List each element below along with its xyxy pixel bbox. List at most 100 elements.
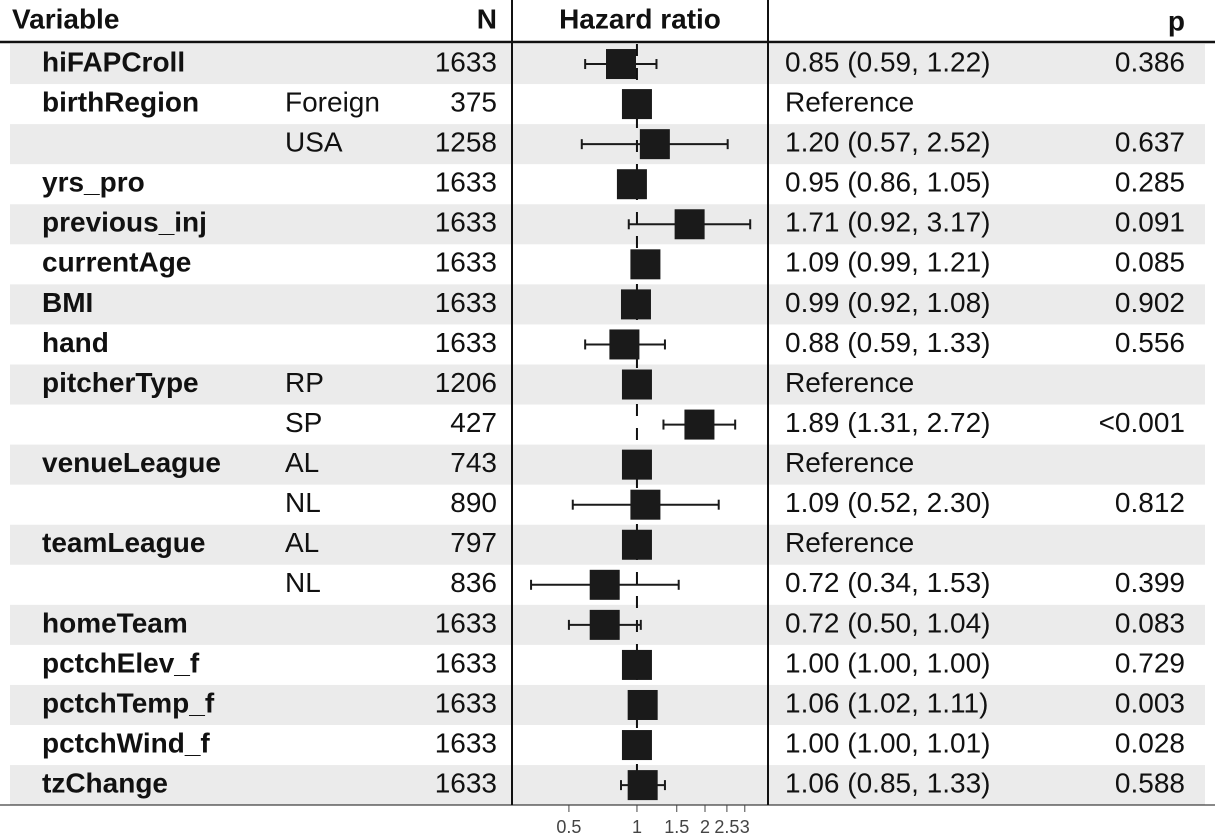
estimate: 1.06 (1.02, 1.11) (785, 687, 988, 718)
n: 1633 (435, 647, 497, 678)
level: NL (285, 487, 321, 518)
p-value: 0.556 (1115, 327, 1185, 358)
variable: hiFAPCroll (42, 46, 185, 77)
n: 890 (450, 487, 497, 518)
level: Foreign (285, 86, 380, 117)
row-band (10, 524, 1205, 565)
estimate-box (621, 369, 652, 400)
estimate: Reference (785, 447, 914, 478)
n: 1633 (435, 167, 497, 198)
variable: currentAge (42, 247, 191, 278)
x-tick-label: 1 (632, 817, 642, 837)
n: 1633 (435, 607, 497, 638)
n: 1633 (435, 727, 497, 758)
estimate-box (674, 209, 705, 240)
estimate: Reference (785, 527, 914, 558)
variable: hand (42, 327, 109, 358)
estimate-box (589, 609, 620, 640)
estimate: 1.00 (1.00, 1.00) (785, 647, 990, 678)
n: 427 (450, 407, 497, 438)
estimate: 1.06 (0.85, 1.33) (785, 768, 990, 799)
n: 797 (450, 527, 497, 558)
n: 1633 (435, 46, 497, 77)
p-value: <0.001 (1099, 407, 1185, 438)
header-variable: Variable (12, 3, 119, 34)
estimate-box (606, 49, 637, 80)
estimate-box (620, 289, 651, 320)
estimate-box (630, 249, 661, 280)
estimate-box (616, 169, 647, 200)
p-value: 0.003 (1115, 687, 1185, 718)
row-band (10, 444, 1205, 485)
estimate-box (627, 689, 658, 720)
estimate: 1.09 (0.52, 2.30) (785, 487, 990, 518)
estimate: 0.99 (0.92, 1.08) (785, 287, 990, 318)
n: 1206 (435, 367, 497, 398)
n: 1258 (435, 127, 497, 158)
p-value: 0.812 (1115, 487, 1185, 518)
variable: venueLeague (42, 447, 221, 478)
variable: teamLeague (42, 527, 205, 558)
x-tick-label: 1.5 (664, 817, 689, 837)
variable: pctchElev_f (42, 647, 200, 678)
p-value: 0.285 (1115, 167, 1185, 198)
estimate-box (621, 89, 652, 120)
estimate: 0.88 (0.59, 1.33) (785, 327, 990, 358)
variable: pctchTemp_f (42, 687, 215, 718)
variable: yrs_pro (42, 167, 145, 198)
estimate-box (621, 449, 652, 480)
estimate: 0.85 (0.59, 1.22) (785, 46, 990, 77)
p-value: 0.729 (1115, 647, 1185, 678)
n: 1633 (435, 327, 497, 358)
estimate-box (609, 329, 640, 360)
variable: pctchWind_f (42, 727, 210, 758)
level: NL (285, 567, 321, 598)
header-plot: Hazard ratio (559, 3, 721, 34)
row-band (10, 765, 1205, 806)
x-tick-label: 2 (700, 817, 710, 837)
variable: BMI (42, 287, 93, 318)
estimate: 1.09 (0.99, 1.21) (785, 247, 990, 278)
estimate: 1.71 (0.92, 3.17) (785, 207, 990, 238)
x-tick-label: 0.5 (556, 817, 581, 837)
estimate: 0.72 (0.50, 1.04) (785, 607, 990, 638)
level: USA (285, 127, 343, 158)
estimate-box (621, 649, 652, 680)
n: 836 (450, 567, 497, 598)
estimate-box (627, 770, 658, 801)
p-value: 0.399 (1115, 567, 1185, 598)
row-band (10, 364, 1205, 405)
estimate-box (621, 730, 652, 761)
estimate: Reference (785, 86, 914, 117)
p-value: 0.588 (1115, 768, 1185, 799)
n: 1633 (435, 287, 497, 318)
p-value: 0.091 (1115, 207, 1185, 238)
p-value: 0.637 (1115, 127, 1185, 158)
p-value: 0.085 (1115, 247, 1185, 278)
level: RP (285, 367, 324, 398)
n: 1633 (435, 247, 497, 278)
estimate: 1.20 (0.57, 2.52) (785, 127, 990, 158)
x-tick-label: 3 (740, 817, 750, 837)
n: 375 (450, 86, 497, 117)
row-band (10, 684, 1205, 726)
p-value: 0.902 (1115, 287, 1185, 318)
x-tick-label: 2.5 (714, 817, 739, 837)
estimate-box (589, 569, 620, 600)
variable: tzChange (42, 768, 168, 799)
estimate: Reference (785, 367, 914, 398)
variable: previous_inj (42, 207, 207, 238)
estimate-box (621, 529, 652, 560)
estimate: 1.89 (1.31, 2.72) (785, 407, 990, 438)
level: AL (285, 527, 319, 558)
p-value: 0.083 (1115, 607, 1185, 638)
n: 1633 (435, 768, 497, 799)
n: 1633 (435, 207, 497, 238)
estimate: 0.72 (0.34, 1.53) (785, 567, 990, 598)
variable: pitcherType (42, 367, 199, 398)
n: 743 (450, 447, 497, 478)
header-n: N (477, 3, 497, 34)
estimate: 1.00 (1.00, 1.01) (785, 727, 990, 758)
n: 1633 (435, 687, 497, 718)
